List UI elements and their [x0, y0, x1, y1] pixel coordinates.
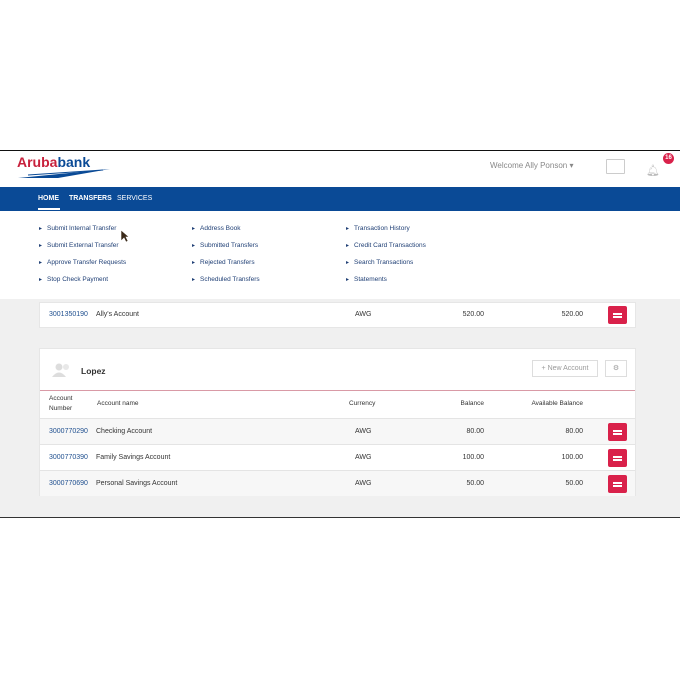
table-row: 3000770690 Personal Savings Account AWG … — [40, 470, 635, 496]
account-name: Personal Savings Account — [96, 480, 178, 487]
account-number-link[interactable]: 3001350190 — [49, 311, 88, 318]
menu-item[interactable]: Rejected Transfers — [192, 259, 255, 266]
balance: 520.00 — [462, 311, 484, 318]
column-header-currency: Currency — [349, 400, 376, 407]
new-account-button[interactable]: + New Account — [532, 360, 598, 377]
available-balance: 80.00 — [565, 428, 583, 435]
menu-button[interactable] — [608, 475, 627, 493]
menu-item[interactable]: Submitted Transfers — [192, 242, 258, 249]
menu-item[interactable]: Search Transactions — [346, 259, 413, 266]
account-name: Ally's Account — [96, 311, 139, 318]
group-name: Lopez — [81, 366, 106, 376]
header: Arubabank Welcome Ally Ponson ▾ 🔔︎ 16 — [0, 151, 680, 187]
menu-button[interactable] — [608, 449, 627, 467]
currency: AWG — [355, 480, 372, 487]
column-header-account-name: Account name — [97, 400, 139, 407]
currency: AWG — [355, 428, 372, 435]
available-balance: 50.00 — [565, 480, 583, 487]
balance: 80.00 — [466, 428, 484, 435]
account-number-link[interactable]: 3000770690 — [49, 480, 88, 487]
user-menu[interactable]: Welcome Ally Ponson ▾ — [490, 161, 574, 170]
menu-item[interactable]: Statements — [346, 276, 387, 283]
menu-button[interactable] — [608, 306, 627, 324]
table-header: Account Number Account name Currency Bal… — [40, 391, 635, 418]
account-number-link[interactable]: 3000770290 — [49, 428, 88, 435]
account-name: Family Savings Account — [96, 454, 171, 461]
table-row: 3000770390 Family Savings Account AWG 10… — [40, 444, 635, 470]
balance: 50.00 — [466, 480, 484, 487]
menu-item[interactable]: Credit Card Transactions — [346, 242, 426, 249]
arubabank-logo[interactable]: Arubabank — [17, 154, 91, 170]
menu-item[interactable]: Stop Check Payment — [39, 276, 108, 283]
divider — [40, 390, 635, 391]
menu-button[interactable] — [608, 423, 627, 441]
settings-gear-icon[interactable]: ⚙ — [605, 360, 627, 377]
menu-item[interactable]: Approve Transfer Requests — [39, 259, 126, 266]
account-group-card: Lopez + New Account ⚙ Account Number Acc… — [39, 348, 636, 496]
column-header-available-balance: Available Balance — [531, 400, 583, 407]
table-row: 3000770290 Checking Account AWG 80.00 80… — [40, 418, 635, 444]
menu-item[interactable]: Submit External Transfer — [39, 242, 119, 249]
currency: AWG — [355, 311, 372, 318]
menu-item[interactable]: Address Book — [192, 225, 240, 232]
menu-item[interactable]: Submit Internal Transfer — [39, 225, 116, 232]
mouse-cursor-icon — [120, 229, 130, 243]
account-card: 3001350190 Ally's Account AWG 520.00 520… — [39, 302, 636, 328]
app-window: Arubabank Welcome Ally Ponson ▾ 🔔︎ 16 HO… — [0, 150, 680, 518]
bell-icon[interactable]: 🔔︎ — [646, 165, 660, 177]
active-tab-indicator — [38, 208, 60, 210]
users-icon — [52, 363, 69, 377]
logo-swoosh-icon — [18, 169, 110, 178]
account-number-link[interactable]: 3000770390 — [49, 454, 88, 461]
transfers-dropdown-menu: Submit Internal Transfer Submit External… — [0, 211, 680, 299]
tab-services[interactable]: SERVICES — [117, 195, 153, 202]
account-name: Checking Account — [96, 428, 153, 435]
main-nav: HOME TRANSFERS SERVICES — [0, 187, 680, 211]
column-header-balance: Balance — [460, 400, 485, 407]
folder-icon[interactable] — [606, 159, 625, 174]
tab-home[interactable]: HOME — [38, 195, 59, 202]
notification-badge[interactable]: 16 — [663, 153, 674, 164]
available-balance: 520.00 — [561, 311, 583, 318]
currency: AWG — [355, 454, 372, 461]
menu-item[interactable]: Scheduled Transfers — [192, 276, 260, 283]
column-header-account-number: Account — [49, 395, 73, 402]
menu-item[interactable]: Transaction History — [346, 225, 410, 232]
column-header-account-number-2: Number — [49, 405, 73, 412]
table-row: 3001350190 Ally's Account AWG 520.00 520… — [40, 302, 635, 328]
tab-transfers[interactable]: TRANSFERS — [69, 195, 112, 202]
available-balance: 100.00 — [561, 454, 583, 461]
balance: 100.00 — [462, 454, 484, 461]
